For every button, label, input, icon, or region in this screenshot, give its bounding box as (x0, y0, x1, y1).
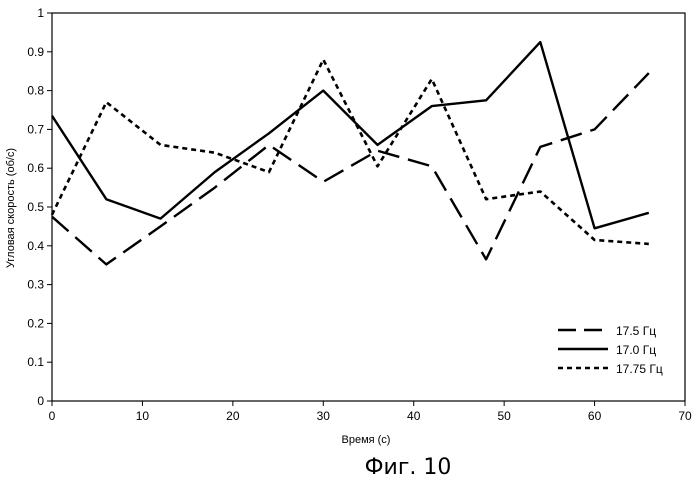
y-tick-label: 0.9 (27, 45, 44, 59)
x-tick-label: 30 (317, 409, 331, 423)
x-axis-label: Время (с) (342, 434, 391, 446)
legend-label-3: 17.75 Гц (616, 362, 663, 376)
x-tick-label: 20 (226, 409, 240, 423)
x-tick-label: 0 (49, 409, 56, 423)
x-tick-label: 60 (588, 409, 602, 423)
y-tick-label: 0.3 (27, 278, 44, 292)
legend-label-2: 17.0 Гц (616, 343, 656, 357)
legend-label-1: 17.5 Гц (616, 324, 656, 338)
axes: 0 10 20 30 40 50 60 70 0 0.1 0.2 0.3 0.4 0.5 0.6 0.7 0.8… (27, 6, 692, 423)
series-line-2 (50, 40, 650, 230)
x-tick-label: 70 (678, 409, 692, 423)
series-layer (50, 40, 650, 266)
x-tick-label: 50 (497, 409, 511, 423)
legend: 17.5 Гц 17.0 Гц 17.75 Гц (558, 324, 663, 376)
y-tick-label: 0.4 (27, 239, 44, 253)
y-tick-label: 0.8 (27, 84, 44, 98)
y-axis-label: Угловая скорость (об/с) (5, 148, 17, 268)
series-line-1 (51, 72, 650, 266)
y-tick-label: 0 (37, 394, 44, 408)
y-tick-label: 0.5 (27, 200, 44, 214)
y-tick-label: 0.1 (27, 355, 44, 369)
figure-caption: Фиг. 10 (365, 455, 452, 480)
y-tick-label: 0.7 (27, 122, 44, 136)
series-line-3 (50, 58, 649, 246)
y-tick-label: 0.2 (27, 316, 44, 330)
y-tick-label: 1 (37, 6, 44, 20)
y-tick-label: 0.6 (27, 161, 44, 175)
x-tick-label: 10 (136, 409, 150, 423)
x-tick-label: 40 (407, 409, 421, 423)
plot-frame (51, 12, 686, 402)
